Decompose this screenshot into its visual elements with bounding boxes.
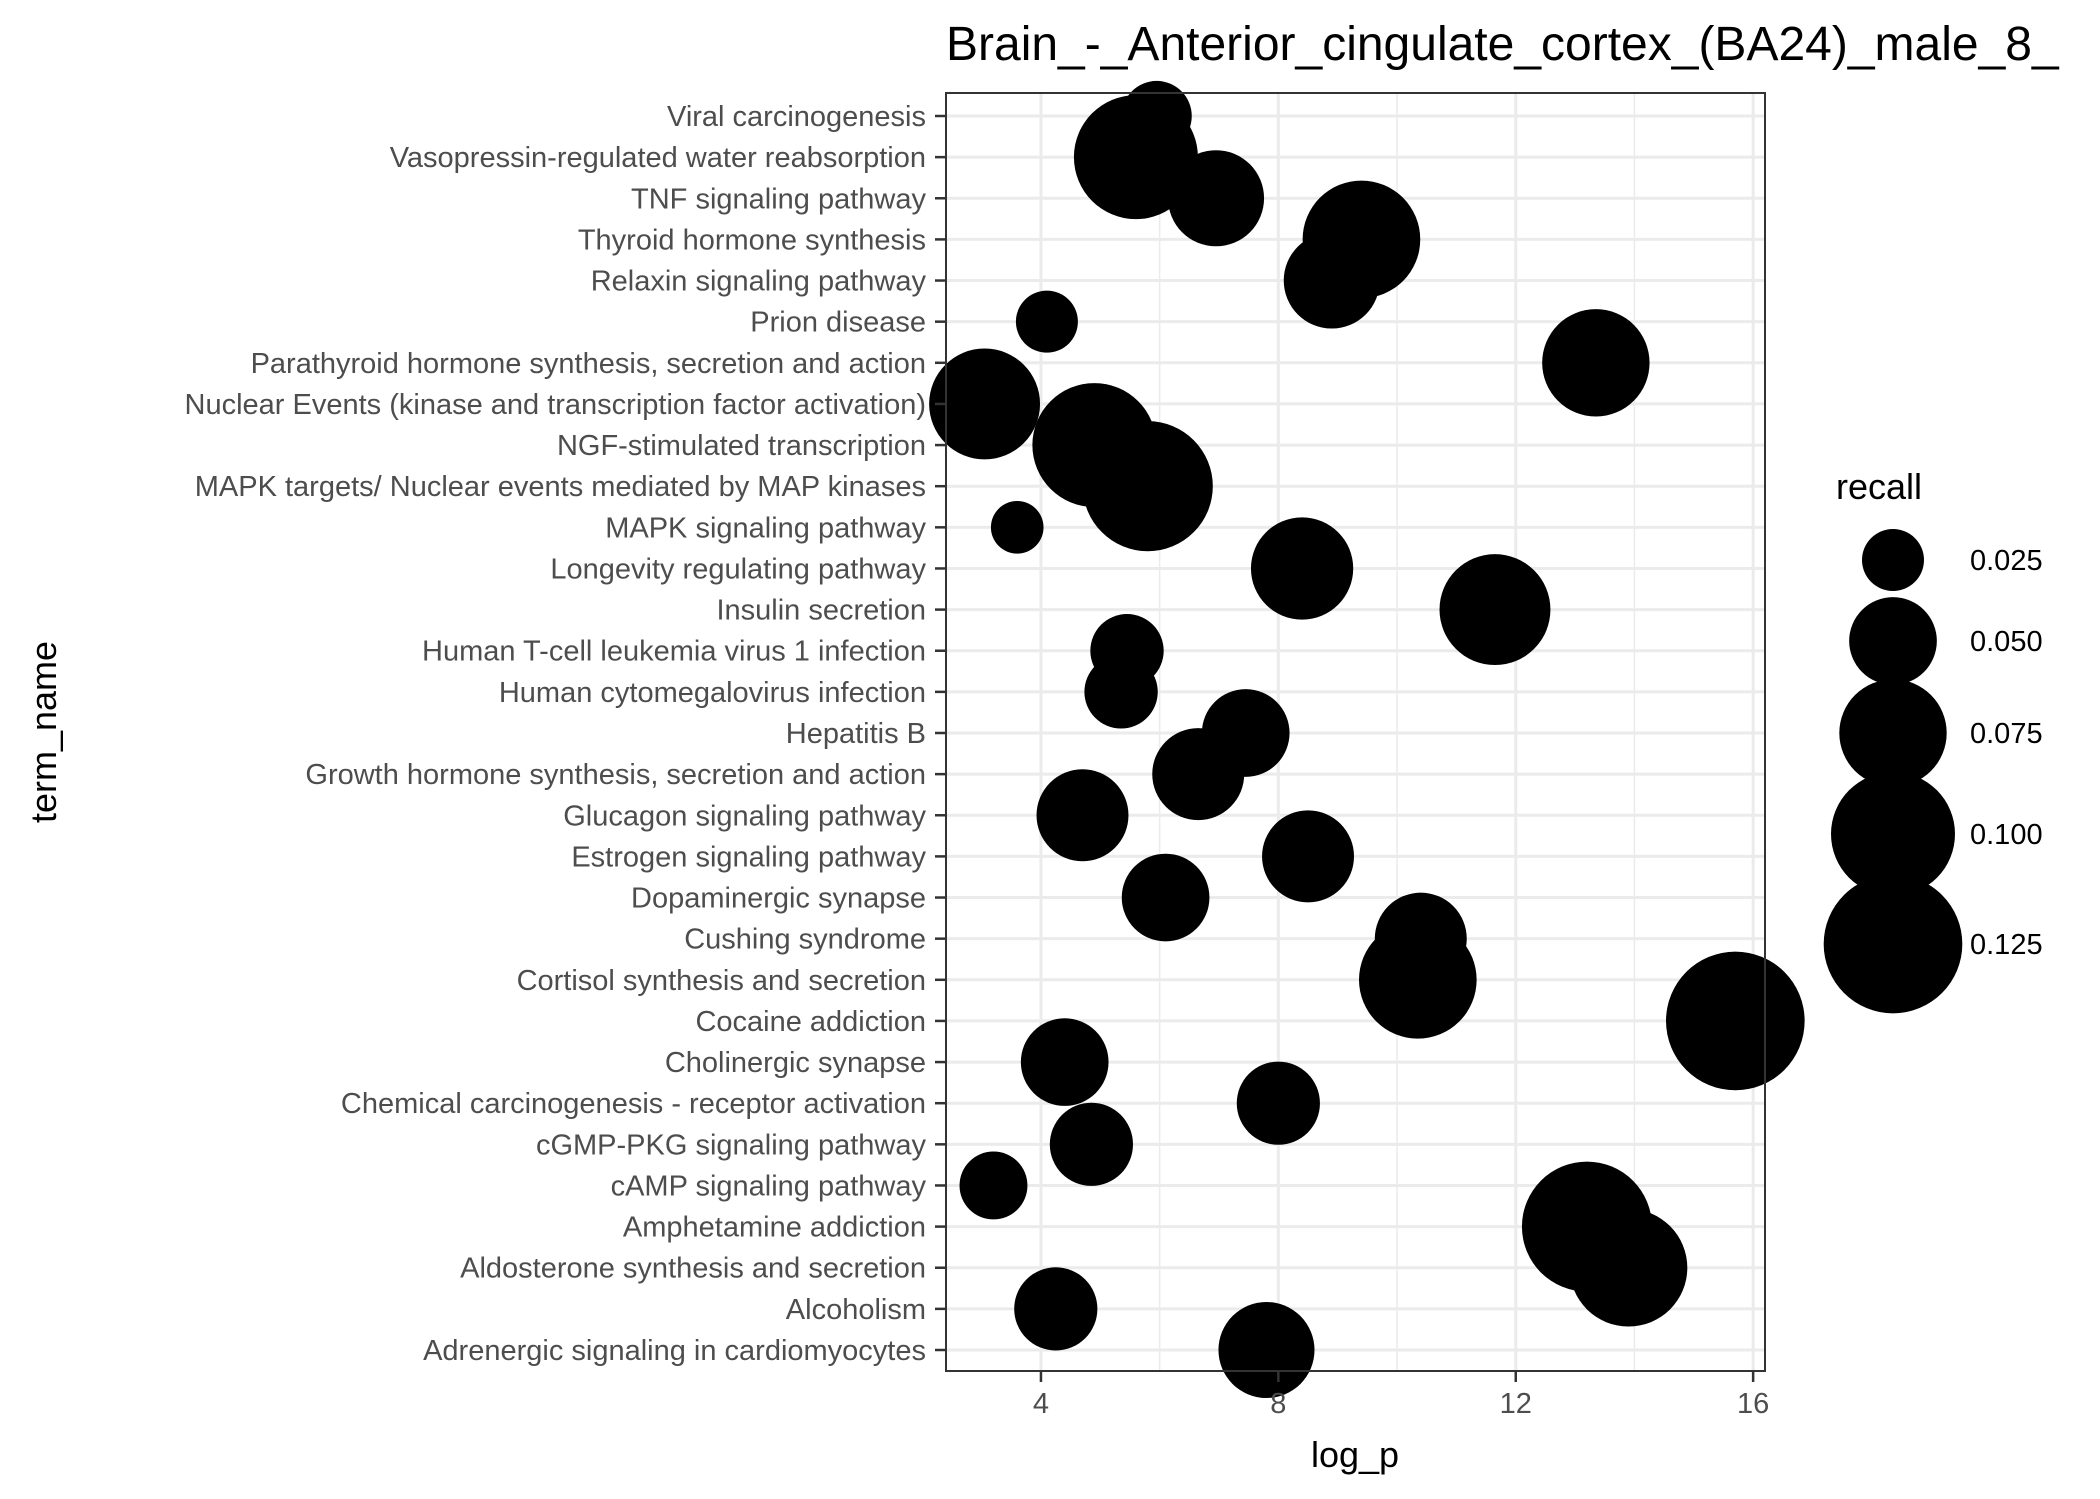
- y-tick-label: Chemical carcinogenesis - receptor activ…: [341, 1088, 926, 1120]
- x-tick-label: 12: [1500, 1388, 1532, 1420]
- x-tick-label: 4: [1033, 1388, 1049, 1420]
- data-point: [1014, 1267, 1098, 1351]
- data-point: [1084, 655, 1158, 729]
- data-point: [1168, 150, 1265, 247]
- y-tick-label: TNF signaling pathway: [631, 183, 926, 215]
- legend-key-circle: [1862, 529, 1924, 591]
- y-tick-label: Cushing syndrome: [684, 924, 926, 956]
- y-tick-label: Cortisol synthesis and secretion: [517, 965, 926, 997]
- y-tick-label: Dopaminergic synapse: [631, 883, 926, 915]
- legend-key-circle: [1839, 679, 1947, 787]
- y-axis: Viral carcinogenesis Vasopressin-regulate…: [185, 101, 946, 1367]
- data-point: [1073, 95, 1198, 220]
- y-tick-label: cAMP signaling pathway: [611, 1170, 927, 1202]
- legend-key-circle: [1831, 772, 1955, 896]
- y-tick-label: MAPK targets/ Nuclear events mediated by…: [195, 471, 926, 503]
- y-tick-label: Insulin secretion: [716, 595, 926, 627]
- y-tick-label: Thyroid hormone synthesis: [578, 224, 926, 256]
- y-tick-label: Human cytomegalovirus infection: [499, 677, 926, 709]
- y-tick-label: Amphetamine addiction: [623, 1212, 926, 1244]
- y-tick-label: Aldosterone synthesis and secretion: [460, 1253, 926, 1285]
- legend-key-circle: [1823, 874, 1963, 1014]
- y-tick-label: Hepatitis B: [786, 718, 926, 750]
- y-tick-label: Viral carcinogenesis: [667, 101, 926, 133]
- legend-key-label: 0.100: [1970, 819, 2043, 851]
- y-tick-label: Human T-cell leukemia virus 1 infection: [422, 636, 926, 668]
- y-tick-label: Nuclear Events (kinase and transcription…: [185, 389, 926, 421]
- y-tick-label: Glucagon signaling pathway: [563, 800, 926, 832]
- legend-key-circle: [1849, 597, 1937, 685]
- x-tick-label: 16: [1737, 1388, 1769, 1420]
- legend-key-label: 0.025: [1970, 545, 2043, 577]
- legend-key-label: 0.075: [1970, 718, 2043, 750]
- data-point: [959, 1151, 1028, 1220]
- x-axis-title: log_p: [1311, 1434, 1399, 1475]
- y-tick-label: NGF-stimulated transcription: [557, 430, 926, 462]
- x-axis: 4 8 12 16: [1033, 1371, 1769, 1420]
- data-point: [1020, 1018, 1109, 1106]
- data-point: [1121, 853, 1210, 942]
- y-axis-title: term_name: [23, 641, 64, 823]
- data-point: [1049, 1102, 1133, 1186]
- data-point: [1439, 554, 1551, 666]
- y-tick-label: Vasopressin-regulated water reabsorption: [390, 142, 926, 174]
- data-point: [1015, 290, 1078, 353]
- data-point: [1569, 1208, 1688, 1327]
- y-tick-label: cGMP-PKG signaling pathway: [536, 1129, 927, 1161]
- data-point: [1262, 810, 1355, 903]
- legend-key-label: 0.125: [1970, 929, 2043, 961]
- y-tick-label: Longevity regulating pathway: [550, 553, 926, 585]
- data-point: [1666, 951, 1805, 1091]
- data-point: [1218, 1301, 1315, 1399]
- data-point: [1250, 517, 1354, 620]
- data-point: [1358, 920, 1477, 1039]
- data-point: [1542, 309, 1650, 417]
- y-tick-label: Growth hormone synthesis, secretion and …: [305, 759, 926, 791]
- data-point: [1152, 728, 1245, 821]
- chart-title: Brain_-_Anterior_cingulate_cortex_(BA24)…: [946, 18, 2060, 71]
- data-point: [1236, 1061, 1320, 1145]
- data-points: [929, 80, 1805, 1399]
- data-point: [990, 501, 1044, 554]
- data-point: [1082, 421, 1213, 552]
- y-tick-label: Prion disease: [750, 307, 926, 339]
- y-tick-label: Adrenergic signaling in cardiomyocytes: [423, 1335, 926, 1367]
- data-point: [1283, 232, 1380, 329]
- y-tick-label: Relaxin signaling pathway: [591, 266, 927, 298]
- y-tick-label: Parathyroid hormone synthesis, secretion…: [251, 348, 926, 380]
- y-tick-label: Alcoholism: [786, 1294, 926, 1326]
- y-tick-label: Estrogen signaling pathway: [571, 841, 926, 873]
- y-tick-label: Cocaine addiction: [695, 1006, 926, 1038]
- x-tick-label: 8: [1270, 1388, 1286, 1420]
- y-tick-label: MAPK signaling pathway: [605, 512, 926, 544]
- legend-title: recall: [1836, 466, 1922, 507]
- data-point: [1036, 769, 1129, 862]
- data-point: [929, 348, 1041, 460]
- legend-key-label: 0.050: [1970, 626, 2043, 658]
- size-legend: recall 0.025 0.050 0.075 0.100 0.125: [1823, 466, 2043, 1014]
- y-tick-label: Cholinergic synapse: [665, 1047, 926, 1079]
